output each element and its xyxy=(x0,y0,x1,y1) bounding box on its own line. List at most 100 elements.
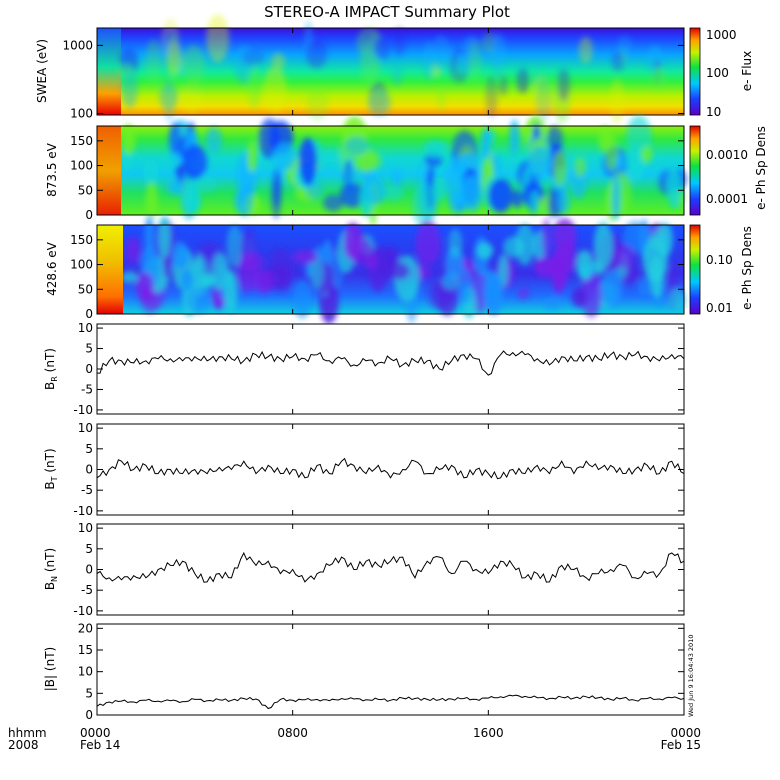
spectrogram-texture xyxy=(431,177,447,201)
spectrogram-texture xyxy=(617,35,633,55)
y-tick-label: 10 xyxy=(78,521,93,535)
spectrogram-texture xyxy=(517,287,530,300)
swea-colorbar xyxy=(689,27,701,116)
y-tick-label: 0 xyxy=(85,708,93,722)
spectrogram-texture xyxy=(392,65,403,86)
spectrogram-texture xyxy=(530,190,540,214)
spectrogram-texture xyxy=(323,194,344,212)
spectrogram-texture xyxy=(126,236,140,264)
spectrogram-texture xyxy=(236,170,254,217)
br-series-line xyxy=(97,350,685,376)
pad873-colorbar xyxy=(689,125,701,216)
y-tick-label: 0 xyxy=(85,563,93,577)
spectrogram-texture xyxy=(535,78,552,122)
spectrogram-texture xyxy=(574,156,587,178)
spectrogram-texture xyxy=(623,221,647,253)
spectrogram-texture xyxy=(614,244,635,268)
bn-panel: 10 5 0 -5 -10 BN (nT) xyxy=(43,521,685,618)
spectrogram-texture xyxy=(578,36,593,64)
spectrogram-texture xyxy=(458,267,473,303)
y-tick-label: 50 xyxy=(78,183,93,197)
spectrogram-texture xyxy=(292,280,312,319)
spectrogram-texture xyxy=(553,150,567,186)
swea-colorbar-label: e- Flux xyxy=(740,51,754,91)
spectrogram-texture xyxy=(534,256,556,278)
spectrogram-texture xyxy=(576,249,593,281)
bt-panel: 10 5 0 -5 -10 BT (nT) xyxy=(43,421,685,518)
time-axis-row1-label: hhmm xyxy=(8,726,47,740)
pad428-colorbar xyxy=(689,224,701,315)
y-tick-label: 5 xyxy=(85,342,93,356)
spectrogram-texture xyxy=(609,78,625,125)
time-tick-label: 0000 xyxy=(670,726,701,740)
y-tick-label: 10 xyxy=(78,321,93,335)
spectrogram-texture xyxy=(580,272,603,318)
spectrogram-texture xyxy=(263,66,287,113)
y-tick-label: 15 xyxy=(78,643,93,657)
spectrogram-texture xyxy=(247,139,257,173)
bmag-panel: 20 15 10 5 0 |B| (nT) Wed Jun 9 16:04:43 201… xyxy=(43,621,695,722)
pad428-ylabel: 428.6 eV xyxy=(45,241,59,296)
spectrogram-texture xyxy=(200,273,216,288)
y-tick-label: 10 xyxy=(78,665,93,679)
spectrogram-texture xyxy=(182,144,208,180)
pad428-early-enhancement xyxy=(97,225,123,314)
y-tick-label: 5 xyxy=(85,542,93,556)
bt-series-line xyxy=(96,457,685,480)
pad873-colorbar-tick: 0.0001 xyxy=(706,192,748,206)
pad873-panel: 0 50 100 150 873.5 eV 0.0010 0.0001 e- Ph S… xyxy=(45,115,768,227)
pad873-ylabel: 873.5 eV xyxy=(45,142,59,197)
spectrogram-texture xyxy=(668,288,686,311)
spectrogram-texture xyxy=(651,66,666,91)
spectrogram-texture xyxy=(415,221,441,266)
bn-series-line xyxy=(96,551,685,583)
spectrogram-texture xyxy=(226,225,243,268)
spectrogram-texture xyxy=(571,287,587,307)
y-tick-label: 0 xyxy=(85,307,93,321)
spectrogram-texture xyxy=(431,34,451,71)
date-tick-label: Feb 15 xyxy=(661,738,701,752)
spectrogram-texture xyxy=(423,40,434,80)
spectrogram-texture xyxy=(240,252,265,271)
spectrogram-texture xyxy=(306,86,329,121)
spectrogram-texture xyxy=(322,239,333,268)
spectrogram-texture xyxy=(182,44,206,84)
spectrogram-texture xyxy=(611,50,625,72)
date-tick-label: Feb 14 xyxy=(80,738,120,752)
y-tick-label: 1000 xyxy=(62,38,93,52)
y-tick-label: -10 xyxy=(73,604,93,618)
spectrogram-texture xyxy=(515,223,535,266)
bt-ylabel: BT (nT) xyxy=(43,448,59,489)
spectrogram-texture xyxy=(271,177,282,220)
pad873-colorbar-label: e- Ph Sp Dens xyxy=(754,126,768,210)
spectrogram-texture xyxy=(667,167,682,210)
y-tick-label: 100 xyxy=(70,258,93,272)
spectrogram-texture xyxy=(546,125,563,152)
spectrogram-texture xyxy=(367,89,392,117)
spectrogram-texture xyxy=(292,250,319,264)
pad428-panel: 0 50 100 150 428.6 eV 0.10 0.01 e- Ph Sp De… xyxy=(45,215,754,325)
swea-early-enhancement xyxy=(97,28,121,115)
spectrogram-texture xyxy=(600,269,623,307)
spectrogram-texture xyxy=(143,159,159,185)
spectrogram-texture xyxy=(166,40,182,77)
swea-panel: 100 1000 SWEA (eV) 1000 100 10 e- Flux xyxy=(35,14,754,125)
spectrogram-texture xyxy=(224,269,238,313)
spectrogram-texture xyxy=(448,228,463,258)
spectrogram-texture xyxy=(611,175,621,221)
spectrogram-texture xyxy=(171,241,189,269)
spectrogram-texture xyxy=(253,269,274,294)
swea-colorbar-tick: 100 xyxy=(706,66,729,80)
y-tick-label: -5 xyxy=(81,483,93,497)
spectrogram-texture xyxy=(145,181,158,218)
y-tick-label: -5 xyxy=(81,583,93,597)
br-ylabel: BR (nT) xyxy=(43,348,59,390)
spectrogram-texture xyxy=(298,137,318,186)
pad873-early-enhancement xyxy=(97,126,121,215)
spectrogram-texture xyxy=(494,33,507,65)
y-tick-label: 10 xyxy=(78,421,93,435)
spectrogram-texture xyxy=(181,270,194,291)
swea-colorbar-tick: 1000 xyxy=(706,28,737,42)
